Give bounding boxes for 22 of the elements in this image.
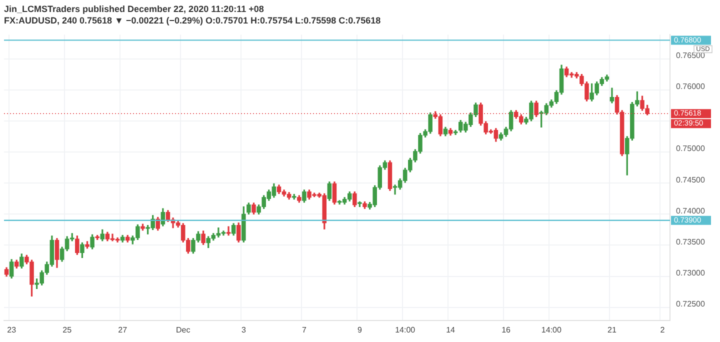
- x-tick-label: 14:00: [395, 325, 416, 334]
- y-tick-label: 0.75000: [676, 144, 706, 154]
- x-tick-label: Dec: [176, 325, 190, 334]
- x-tick-label: 3: [241, 325, 246, 334]
- x-tick-label: 27: [118, 325, 128, 334]
- x-tick-label: 2: [660, 325, 666, 334]
- x-tick-label: 21: [608, 325, 617, 334]
- x-tick-label: 7: [302, 325, 307, 334]
- y-tick-label: 0.73000: [676, 268, 706, 278]
- x-tick-label: 14: [446, 325, 456, 334]
- y-tick-label: 0.74000: [676, 206, 706, 216]
- x-tick-label: 25: [62, 325, 72, 334]
- y-tick-label: 0.74500: [676, 175, 706, 184]
- x-tick-label: 23: [7, 325, 17, 334]
- chart-title: Jin_LCMSTraders published December 22, 2020 11:20:11 +08: [4, 4, 264, 14]
- x-tick-label: 16: [502, 325, 512, 334]
- y-tick-label: 0.76000: [676, 82, 706, 92]
- x-tick-label: 9: [357, 325, 362, 334]
- chart-subtitle: FX:AUDUSD, 240 0.75618 ▼ −0.00221 (−0.29%) O:0.75701 H:0.75754 L:0.75598 C:0.75618: [4, 16, 381, 26]
- y-tick-label: 0.72500: [676, 300, 706, 309]
- x-tick-label: 14:00: [541, 325, 562, 334]
- y-tick-label: 0.73500: [676, 237, 706, 246]
